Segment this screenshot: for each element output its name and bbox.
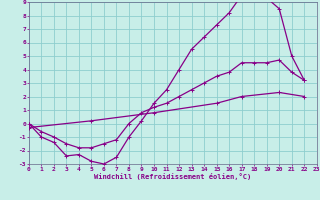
X-axis label: Windchill (Refroidissement éolien,°C): Windchill (Refroidissement éolien,°C) bbox=[94, 173, 252, 180]
